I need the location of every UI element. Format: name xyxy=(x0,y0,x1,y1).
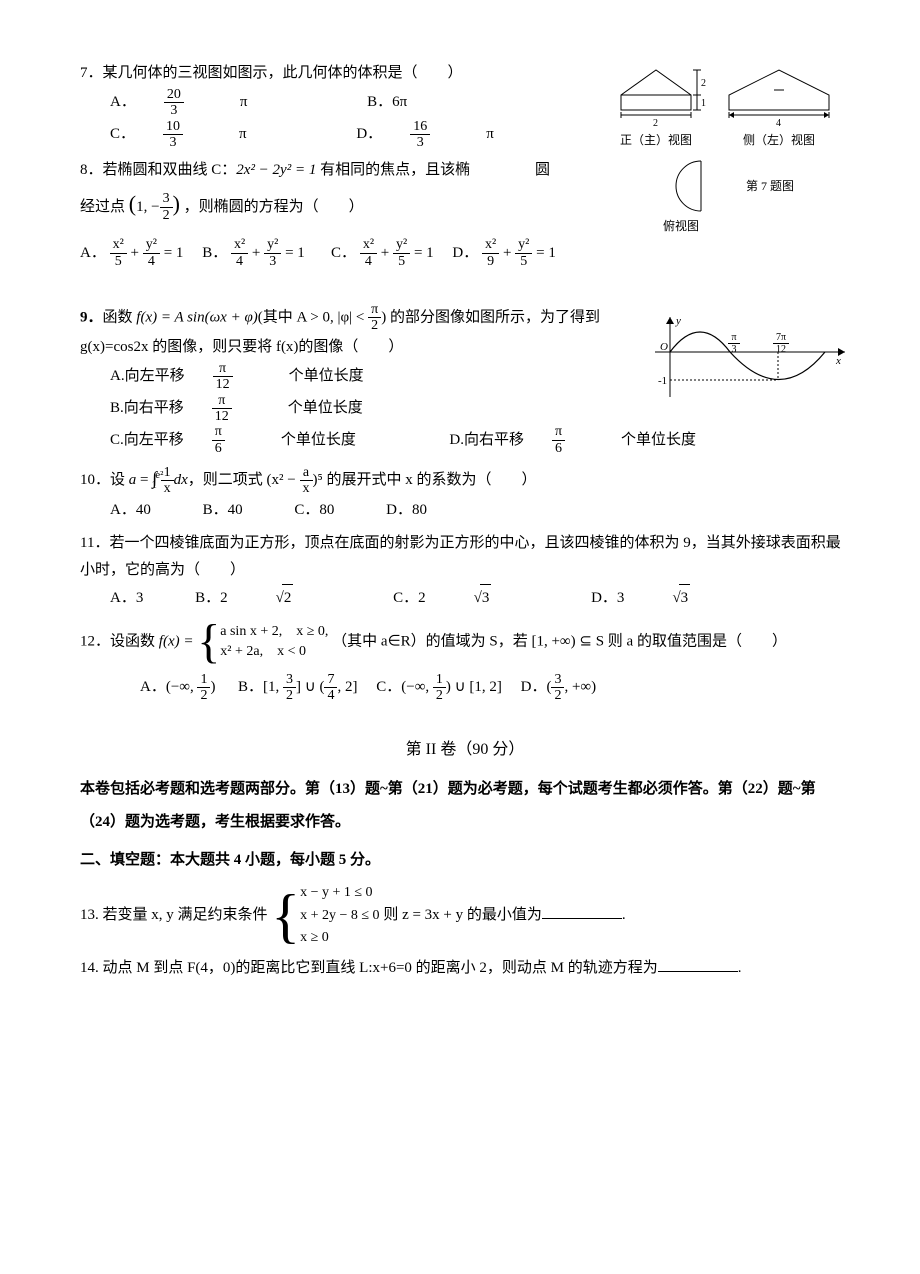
q9-optB: B.向右平移π12个单位长度 xyxy=(110,393,391,425)
question-7: 7．某几何体的三视图如图示，此几何体的体积是（ ） A．203π B．6π C．… xyxy=(80,60,850,151)
section-2-title: 第 II 卷（90 分） xyxy=(80,736,850,765)
q11-optA: A．3 xyxy=(110,585,143,612)
q10-optA: A．40 xyxy=(110,497,151,524)
q10-optC: C．80 xyxy=(294,497,334,524)
q8-optD: D． x²9 + y²5 = 1 xyxy=(452,245,555,261)
q9-number: 9． xyxy=(80,309,103,325)
q8-number: 8． xyxy=(80,162,103,178)
q12-optC: C．(−∞, 12) ∪ [1, 2] xyxy=(376,679,502,695)
q7-text: 某几何体的三视图如图示，此几何体的体积是（ ） xyxy=(103,65,463,81)
q11-optC: C．2√3 xyxy=(393,584,539,612)
q8-optC: C． x²4 + y²5 = 1 xyxy=(331,245,434,261)
q14-number: 14. xyxy=(80,960,99,976)
q8-options: A． x²5 + y²4 = 1 B． x²4 + y²3 = 1 C． x²4… xyxy=(80,237,850,269)
question-11: 11．若一个四棱锥底面为正方形，顶点在底面的射影为正方形的中心，且该四棱锥的体积… xyxy=(80,530,850,612)
q13-number: 13. xyxy=(80,907,99,923)
question-14: 14. 动点 M 到点 F(4，0)的距离比它到直线 L:x+6=0 的距离小 … xyxy=(80,955,850,982)
q9-optA: A.向左平移π12个单位长度 xyxy=(110,361,392,393)
q7-optD: D．163π xyxy=(356,119,521,151)
q14-blank xyxy=(658,956,738,972)
q11-optD: D．3√3 xyxy=(591,584,738,612)
q13-blank xyxy=(542,903,622,919)
q7-number: 7． xyxy=(80,65,103,81)
q10-optD: D．80 xyxy=(386,497,427,524)
question-13: 13. 若变量 x, y 满足约束条件 { x − y + 1 ≤ 0 x + … xyxy=(80,882,850,949)
q10-optB: B．40 xyxy=(203,497,243,524)
fill-blank-heading: 二、填空题：本大题共 4 小题，每小题 5 分。 xyxy=(80,847,850,874)
q12-optA: A．(−∞, 12) xyxy=(140,679,215,695)
q11-number: 11． xyxy=(80,535,109,551)
q7-optA: A．203π xyxy=(110,87,275,119)
section-2-intro: 本卷包括必考题和选考题两部分。第（13）题~第（21）题为必考题，每个试题考生都… xyxy=(80,773,850,839)
q12-optD: D．(32, +∞) xyxy=(521,679,596,695)
question-8: 8．若椭圆和双曲线 C：2x² − 2y² = 1 有相同的焦点，且该椭 圆 经… xyxy=(80,157,850,224)
q9-optC: C.向左平移π6个单位长度 xyxy=(110,424,384,456)
question-12: 12．设函数 f(x) = { a sin x + 2, x ≥ 0, x² +… xyxy=(80,618,850,704)
q8-yuan: 圆 xyxy=(535,157,550,184)
q9-optD: D.向右平移π6个单位长度 xyxy=(449,424,724,456)
q8-optA: A． x²5 + y²4 = 1 xyxy=(80,245,183,261)
q10-number: 10． xyxy=(80,472,110,488)
question-9: 9．函数 f(x) = A sin(ωx + φ)(其中 A > 0, |φ| … xyxy=(80,302,850,456)
q7-optB: B．6π xyxy=(367,89,407,116)
q12-optB: B．[1, 32] ∪ (74, 2] xyxy=(238,679,358,695)
q8-optB: B． x²4 + y²3 = 1 xyxy=(202,245,305,261)
q12-number: 12． xyxy=(80,633,110,649)
q11-optB: B．2√2 xyxy=(195,584,341,612)
question-10: 10．设 a = ∫e²1 1xdx，则二项式 (x² − ax)⁵ 的展开式中… xyxy=(80,462,850,523)
q7-optC: C．103π xyxy=(110,119,275,151)
